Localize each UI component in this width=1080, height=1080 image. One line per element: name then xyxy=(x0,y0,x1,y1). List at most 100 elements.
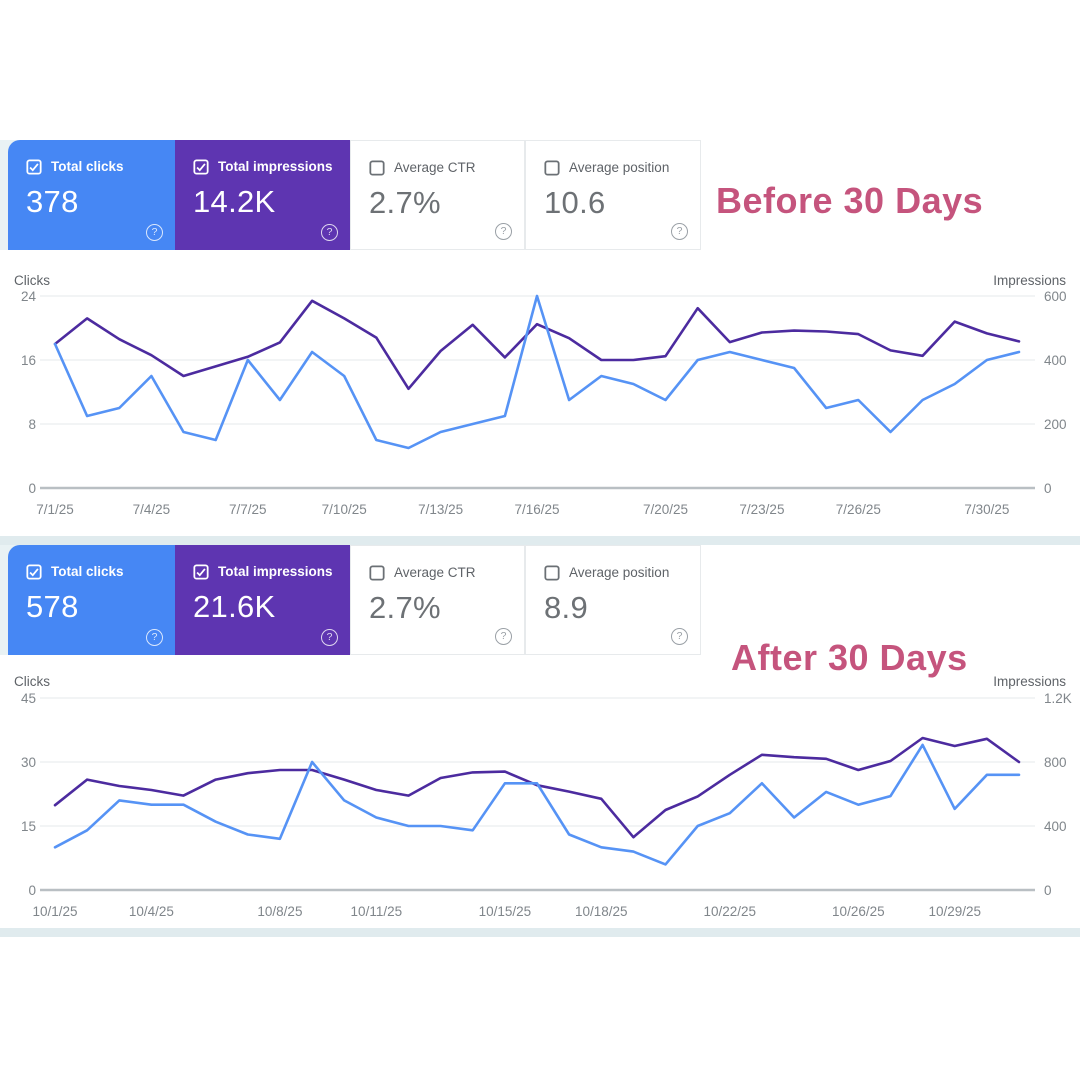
total-clicks-card[interactable]: Total clicks 578 ? xyxy=(8,545,175,655)
average-position-card[interactable]: Average position 8.9 ? xyxy=(525,545,701,655)
metric-label: Average position xyxy=(569,160,670,175)
checkbox-checked-icon[interactable] xyxy=(26,564,42,580)
card-header: Average position xyxy=(544,160,700,176)
metric-value: 14.2K xyxy=(193,184,276,219)
impressions-tick-label: 400 xyxy=(1044,819,1067,834)
clicks-tick-label: 15 xyxy=(21,819,36,834)
bottom-divider xyxy=(0,928,1080,937)
help-icon[interactable]: ? xyxy=(321,224,338,241)
card-header: Total impressions xyxy=(193,159,350,175)
checkbox-unchecked-icon[interactable] xyxy=(544,160,560,176)
x-tick-label: 10/11/25 xyxy=(351,904,403,919)
x-tick-label: 7/4/25 xyxy=(133,502,171,517)
impressions-tick-label: 400 xyxy=(1044,353,1067,368)
average-ctr-card[interactable]: Average CTR 2.7% ? xyxy=(350,140,525,250)
clicks-tick-label: 30 xyxy=(21,755,36,770)
help-icon[interactable]: ? xyxy=(321,629,338,646)
clicks-tick-label: 24 xyxy=(21,289,37,304)
clicks-tick-label: 0 xyxy=(28,481,36,496)
checkbox-checked-icon[interactable] xyxy=(193,564,209,580)
clicks-line xyxy=(53,743,1021,866)
x-tick-label: 10/22/25 xyxy=(704,904,757,919)
impressions-tick-label: 0 xyxy=(1044,481,1052,496)
x-tick-label: 10/8/25 xyxy=(257,904,302,919)
after-heading: After 30 Days xyxy=(731,637,968,678)
panel-divider xyxy=(0,536,1080,545)
total-impressions-card[interactable]: Total impressions 21.6K ? xyxy=(175,545,350,655)
metric-value: 378 xyxy=(26,184,79,219)
metric-value: 10.6 xyxy=(544,185,606,220)
x-tick-label: 7/30/25 xyxy=(964,502,1009,517)
clicks-tick-label: 45 xyxy=(21,691,36,706)
checkbox-unchecked-icon[interactable] xyxy=(369,160,385,176)
clicks-axis-title: Clicks xyxy=(14,674,50,689)
impressions-axis-title: Impressions xyxy=(993,674,1066,689)
clicks-axis-title: Clicks xyxy=(14,273,50,288)
x-tick-label: 7/10/25 xyxy=(322,502,367,517)
x-tick-label: 7/13/25 xyxy=(418,502,463,517)
help-icon[interactable]: ? xyxy=(146,224,163,241)
x-tick-label: 10/18/25 xyxy=(575,904,628,919)
chart-before: 24 600 16 400 8 200 0 0 Clicks Impressions 7/1/25 7… xyxy=(14,273,1067,517)
card-header: Average CTR xyxy=(369,160,524,176)
clicks-line xyxy=(53,294,1021,450)
average-position-card[interactable]: Average position 10.6 ? xyxy=(525,140,701,250)
card-header: Average position xyxy=(544,565,700,581)
impressions-tick-label: 600 xyxy=(1044,289,1067,304)
metric-label: Average CTR xyxy=(394,160,476,175)
card-header: Total impressions xyxy=(193,564,350,580)
metric-value: 578 xyxy=(26,589,79,624)
impressions-line xyxy=(53,299,1021,391)
before-heading: Before 30 Days xyxy=(716,180,984,221)
help-icon[interactable]: ? xyxy=(671,628,688,645)
checkbox-checked-icon[interactable] xyxy=(193,159,209,175)
metric-label: Total clicks xyxy=(51,564,124,579)
x-tick-label: 10/29/25 xyxy=(928,904,981,919)
help-icon[interactable]: ? xyxy=(495,628,512,645)
card-header: Average CTR xyxy=(369,565,524,581)
after-metric-cards-row: Total clicks 578 ? Total impressions 21.… xyxy=(0,545,1080,655)
total-impressions-card[interactable]: Total impressions 14.2K ? xyxy=(175,140,350,250)
help-icon[interactable]: ? xyxy=(146,629,163,646)
metric-label: Total clicks xyxy=(51,159,124,174)
x-tick-label: 10/26/25 xyxy=(832,904,885,919)
metric-value: 21.6K xyxy=(193,589,276,624)
help-icon[interactable]: ? xyxy=(671,223,688,240)
metric-value: 2.7% xyxy=(369,185,441,220)
average-ctr-card[interactable]: Average CTR 2.7% ? xyxy=(350,545,525,655)
checkbox-unchecked-icon[interactable] xyxy=(544,565,560,581)
impressions-tick-label: 0 xyxy=(1044,883,1052,898)
x-tick-label: 7/23/25 xyxy=(739,502,784,517)
card-header: Total clicks xyxy=(26,564,175,580)
clicks-tick-label: 16 xyxy=(21,353,36,368)
x-tick-label: 7/20/25 xyxy=(643,502,688,517)
checkbox-unchecked-icon[interactable] xyxy=(369,565,385,581)
clicks-tick-label: 8 xyxy=(28,417,36,432)
metric-label: Total impressions xyxy=(218,564,333,579)
metric-value: 8.9 xyxy=(544,590,588,625)
x-tick-label: 10/4/25 xyxy=(129,904,174,919)
chart-after: 45 1.2K 30 800 15 400 0 0 Clicks Impressions 10/1/… xyxy=(14,674,1072,919)
x-tick-label: 7/26/25 xyxy=(836,502,881,517)
clicks-tick-label: 0 xyxy=(28,883,36,898)
impressions-tick-label: 1.2K xyxy=(1044,691,1072,706)
x-tick-label: 7/1/25 xyxy=(36,502,74,517)
x-tick-label: 10/1/25 xyxy=(32,904,77,919)
x-tick-label: 7/7/25 xyxy=(229,502,267,517)
metric-value: 2.7% xyxy=(369,590,441,625)
before-metric-cards-row: Total clicks 378 ? Total impressions 14.… xyxy=(0,140,1080,250)
help-icon[interactable]: ? xyxy=(495,223,512,240)
card-header: Total clicks xyxy=(26,159,175,175)
metric-label: Average CTR xyxy=(394,565,476,580)
metric-label: Average position xyxy=(569,565,670,580)
x-tick-label: 10/15/25 xyxy=(479,904,532,919)
metric-label: Total impressions xyxy=(218,159,333,174)
total-clicks-card[interactable]: Total clicks 378 ? xyxy=(8,140,175,250)
impressions-line xyxy=(53,736,1021,839)
impressions-axis-title: Impressions xyxy=(993,273,1066,288)
impressions-tick-label: 200 xyxy=(1044,417,1067,432)
impressions-tick-label: 800 xyxy=(1044,755,1067,770)
checkbox-checked-icon[interactable] xyxy=(26,159,42,175)
x-tick-label: 7/16/25 xyxy=(514,502,559,517)
